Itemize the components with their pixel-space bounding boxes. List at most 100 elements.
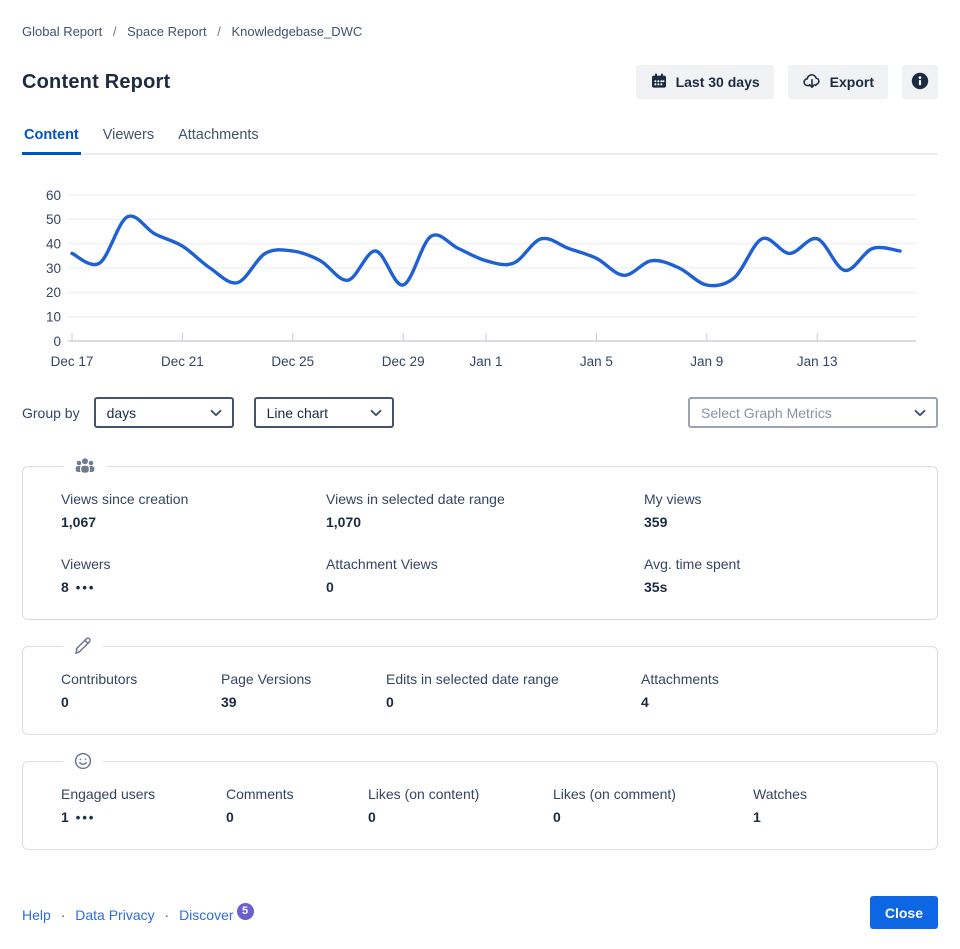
- stat-comments: Comments 0: [226, 786, 368, 825]
- breadcrumb-space-report[interactable]: Space Report: [127, 24, 207, 39]
- tab-content[interactable]: Content: [22, 127, 81, 155]
- stat-label: Engaged users: [61, 786, 156, 802]
- stat-label: Avg. time spent: [644, 556, 741, 572]
- stat-label: Views in selected date range: [326, 491, 505, 507]
- line-chart-canvas: 0 10 20 30 40 50 60 Dec 17 Dec 21 Dec 25 Dec 29 Jan…: [46, 188, 916, 369]
- group-by-value: days: [106, 404, 137, 421]
- date-range-button[interactable]: Last 30 days: [635, 65, 774, 99]
- pencil-icon: [63, 634, 103, 658]
- stat-avg-time-spent: Avg. time spent 35s: [644, 556, 925, 595]
- stat-attachment-views: Attachment Views 0: [326, 556, 644, 595]
- breadcrumb-global-report[interactable]: Global Report: [22, 24, 103, 39]
- calendar-icon: [650, 72, 668, 93]
- stat-label: My views: [644, 491, 702, 507]
- export-label: Export: [829, 74, 874, 90]
- stat-label: Page Versions: [221, 671, 312, 687]
- stat-value: 1,070: [326, 514, 362, 530]
- tab-viewers[interactable]: Viewers: [102, 127, 155, 143]
- header: Content Report Last 30 days: [22, 65, 938, 99]
- stats-card-views: Views since creation 1,067 Views in select…: [22, 454, 938, 620]
- stat-value: 35s: [644, 579, 668, 595]
- graph-metrics-placeholder: Select Graph Metrics: [701, 404, 832, 421]
- svg-text:0: 0: [53, 334, 61, 349]
- data-privacy-link[interactable]: Data Privacy: [75, 906, 155, 923]
- stat-likes-on-comment: Likes (on comment) 0: [553, 786, 753, 825]
- stat-label: Viewers: [61, 556, 111, 572]
- stat-label: Likes (on content): [368, 786, 480, 802]
- svg-text:30: 30: [46, 261, 61, 276]
- stat-label: Views since creation: [61, 491, 189, 507]
- breadcrumb-space-name[interactable]: Knowledgebase_DWC: [231, 24, 363, 39]
- footer-links: Help · Data Privacy · Discover 5: [22, 902, 254, 923]
- stat-label: Likes (on comment): [553, 786, 676, 802]
- svg-text:Dec 29: Dec 29: [382, 354, 425, 369]
- svg-text:Jan 5: Jan 5: [580, 354, 613, 369]
- stat-value: 0: [326, 579, 334, 595]
- views-line-chart: 0 10 20 30 40 50 60 Dec 17 Dec 21 Dec 25 Dec 29 Jan…: [22, 181, 938, 379]
- people-icon: [63, 454, 107, 478]
- stat-value: 0: [553, 809, 561, 825]
- stat-label: Comments: [226, 786, 294, 802]
- footer: Help · Data Privacy · Discover 5 Close: [22, 896, 938, 949]
- help-link[interactable]: Help: [22, 906, 51, 923]
- stat-value: 0: [226, 809, 234, 825]
- stat-page-versions: Page Versions 39: [221, 671, 386, 710]
- info-button[interactable]: [902, 65, 938, 99]
- stat-value: 39: [221, 694, 237, 710]
- svg-text:Jan 1: Jan 1: [469, 354, 502, 369]
- stats-row: Views since creation 1,067 Views in select…: [61, 491, 925, 530]
- stat-engaged-users: Engaged users 1 •••: [61, 786, 226, 825]
- stats-row: Viewers 8 ••• Attachment Views 0 Avg. time sp…: [61, 556, 925, 595]
- stat-value: 0: [386, 694, 394, 710]
- stat-contributors: Contributors 0: [61, 671, 221, 710]
- stats-card-edits: Contributors 0 Page Versions 39 Edits in sel…: [22, 634, 938, 735]
- stat-label: Watches: [753, 786, 807, 802]
- export-button[interactable]: Export: [787, 65, 888, 99]
- show-more-dots-button[interactable]: •••: [75, 809, 96, 825]
- stat-value: 1: [61, 809, 69, 825]
- stat-likes-on-content: Likes (on content) 0: [368, 786, 553, 825]
- breadcrumb-separator: /: [217, 24, 221, 39]
- stat-my-views: My views 359: [644, 491, 925, 530]
- date-range-label: Last 30 days: [675, 74, 760, 90]
- svg-text:Jan 9: Jan 9: [690, 354, 723, 369]
- chart-type-select[interactable]: Line chart: [253, 397, 394, 428]
- stat-watches: Watches 1: [753, 786, 925, 825]
- stat-attachments: Attachments 4: [641, 671, 925, 710]
- discover-link[interactable]: Discover: [179, 906, 234, 923]
- svg-text:Dec 17: Dec 17: [51, 354, 94, 369]
- smiley-icon: [63, 749, 103, 773]
- tab-bar: Content Viewers Attachments: [22, 127, 938, 155]
- close-button[interactable]: Close: [869, 896, 938, 929]
- stat-value: 8: [61, 579, 69, 595]
- stat-viewers: Viewers 8 •••: [61, 556, 326, 595]
- chevron-down-icon: [210, 409, 222, 417]
- stats-cards: Views since creation 1,067 Views in select…: [22, 454, 938, 850]
- svg-text:Dec 21: Dec 21: [161, 354, 204, 369]
- stat-edits-in-selected-date-range: Edits in selected date range 0: [386, 671, 641, 710]
- stat-value: 0: [368, 809, 376, 825]
- stat-label: Contributors: [61, 671, 138, 687]
- show-more-dots-button[interactable]: •••: [75, 579, 96, 595]
- stats-card-engagement: Engaged users 1 ••• Comments 0 Likes (on cont…: [22, 749, 938, 850]
- svg-text:60: 60: [46, 188, 61, 203]
- info-icon: [910, 71, 930, 94]
- group-by-select[interactable]: days: [93, 397, 234, 428]
- discover-count-badge[interactable]: 5: [236, 902, 254, 920]
- stats-row: Contributors 0 Page Versions 39 Edits in sel…: [61, 671, 925, 710]
- tab-attachments[interactable]: Attachments: [178, 127, 259, 143]
- svg-text:Dec 25: Dec 25: [271, 354, 314, 369]
- stat-label: Attachment Views: [326, 556, 438, 572]
- stat-value: 1,067: [61, 514, 97, 530]
- svg-text:20: 20: [46, 285, 61, 300]
- stats-row: Engaged users 1 ••• Comments 0 Likes (on cont…: [61, 786, 925, 825]
- chart-type-value: Line chart: [266, 404, 329, 421]
- svg-text:50: 50: [46, 212, 61, 227]
- stat-value: 4: [641, 694, 649, 710]
- breadcrumb-separator: /: [112, 24, 117, 39]
- stat-views-since-creation: Views since creation 1,067: [61, 491, 326, 530]
- graph-metrics-select[interactable]: Select Graph Metrics: [688, 397, 938, 428]
- cloud-download-icon: [802, 71, 822, 94]
- breadcrumb: Global Report / Space Report / Knowledge…: [22, 0, 938, 39]
